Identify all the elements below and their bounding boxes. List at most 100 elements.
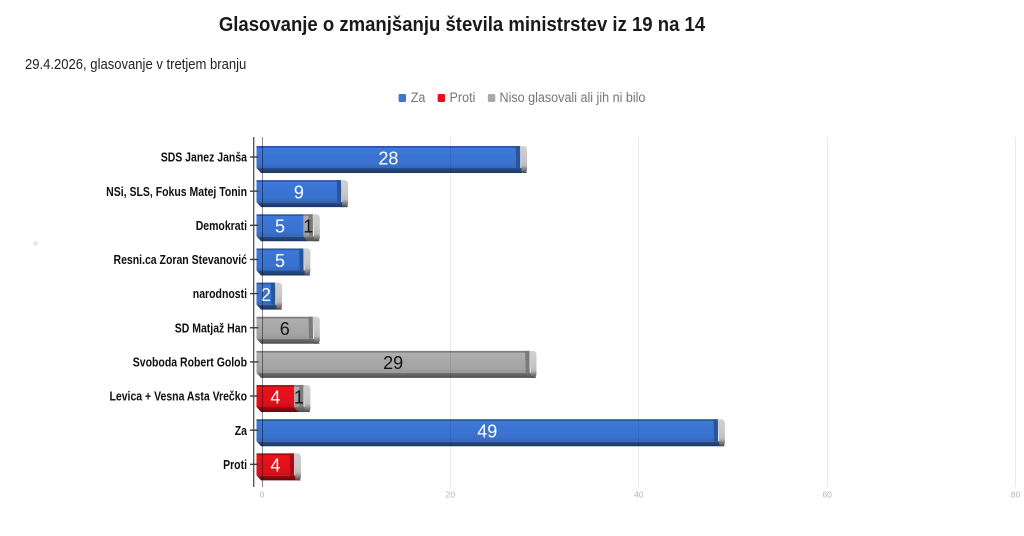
bar-value-label: 4 [270,456,280,476]
bar-end-cap [293,453,301,481]
bar-end-cap [717,419,725,447]
bar-face [256,385,295,408]
bar-segment[interactable]: 5 [256,214,309,242]
bar-end-cap [519,146,528,173]
bar-end-shade [336,180,342,203]
bar-face [256,214,304,237]
bar-end-cap [303,385,311,413]
category-label: SD Matjaž Han [175,323,247,336]
bar-bevel [256,202,349,208]
category-label: Demokrati [196,220,247,233]
x-tick-label: 20 [446,490,456,500]
bar-value-label: 4 [270,387,280,407]
bar-segment[interactable]: 9 [256,180,349,208]
bar-face [256,350,530,373]
legend-item-label: Niso glasovali ali jih ni bilo [499,90,646,105]
bar-segment[interactable]: 28 [256,146,528,173]
category-label: NSi, SLS, Fokus Matej Tonin [106,186,247,199]
bar-face [256,316,314,339]
bar-bevel [256,236,309,242]
bar-bevel [256,441,725,447]
bar-bevel [256,407,299,413]
bar-end-cap [275,282,283,310]
bar-segment[interactable]: 1 [294,385,311,413]
bar-value-label: 5 [275,251,285,271]
bar-value-label: 9 [294,182,304,202]
category-label: Proti [223,459,247,472]
bar-end-shade [515,146,521,168]
bar-segment[interactable]: 5 [256,248,311,276]
bar-end-cap [303,248,311,276]
bar-value-label: 28 [378,148,398,168]
x-tick-label: 60 [822,490,832,500]
bar-segment[interactable]: 29 [256,350,537,378]
bar-value-label: 1 [294,387,304,407]
bar-segment[interactable]: 4 [256,453,301,481]
bar-segment[interactable]: 2 [256,282,283,310]
bar-face [256,248,304,271]
category-label: Levica + Vesna Asta Vrečko [109,391,247,404]
x-axis-labels: 0 20 40 60 80 [260,490,1021,500]
bar-face [256,453,295,476]
watermark-dot [33,241,38,246]
bar-end-shade [308,214,314,237]
bar-segment[interactable]: 4 [256,385,299,413]
x-tick-label: 0 [260,490,265,500]
legend-swatch-icon [487,93,495,102]
grid-lines [262,137,1016,487]
category-label: Za [235,425,248,438]
bar-end-cap [312,214,320,242]
bar-face [294,385,304,408]
bar-end-shade [525,350,530,373]
legend-item-1[interactable]: Proti [437,91,475,105]
legend-swatch-icon [398,93,407,102]
chart-subtitle: 29.4.2026, glasovanje v tretjem branju [24,56,246,73]
chart-title: Glasovanje o zmanjšanju števila ministrs… [218,13,706,36]
legend-item-label: Za [410,90,426,105]
bar-face [256,180,342,203]
bar-bevel [256,270,311,276]
bar-value-label: 2 [261,285,271,305]
category-label: Resni.ca Zoran Stevanović [114,254,248,267]
legend-item-0[interactable]: Za [398,90,426,105]
bar-end-shade [270,282,276,305]
bar-segment[interactable]: 6 [256,316,320,344]
bar-bevel [256,475,301,481]
bar-segment[interactable]: 49 [256,419,725,447]
bar-value-label: 5 [275,217,285,237]
legend-item-2[interactable]: Niso glasovali ali jih ni bilo [487,91,645,105]
legend-swatch-icon [437,93,445,102]
category-label: narodnosti [193,288,247,301]
bar-segment[interactable]: 1 [303,214,320,242]
legend: Za Proti Niso glasovali ali jih ni bilo [398,90,645,105]
category-label: Svoboda Robert Golob [133,357,247,370]
legend-item-label: Proti [449,90,476,105]
bar-end-cap [312,316,320,344]
bar-end-cap [340,180,349,208]
bar-end-shade [299,385,304,408]
bar-end-shade [299,248,304,271]
bar-bevel [256,338,320,344]
bar-end-cap [529,350,537,378]
x-tick-label: 40 [634,490,644,500]
bar-value-label: 1 [303,217,313,237]
bar-value-label: 49 [477,422,497,442]
bar-bevel [256,304,283,310]
bar-face [256,282,276,305]
bar-end-shade [713,419,719,442]
bar-end-shade [289,453,295,476]
bar-face [303,214,314,237]
x-tick-label: 80 [1011,490,1021,500]
bar-bevel [256,168,528,173]
bar-face [256,146,521,168]
bar-end-shade [308,316,314,339]
bar-bevel [256,372,537,378]
bar-face [256,419,719,442]
category-label: SDS Janez Janša [161,152,248,165]
bar-value-label: 6 [280,319,290,339]
bar-value-label: 29 [383,353,403,373]
